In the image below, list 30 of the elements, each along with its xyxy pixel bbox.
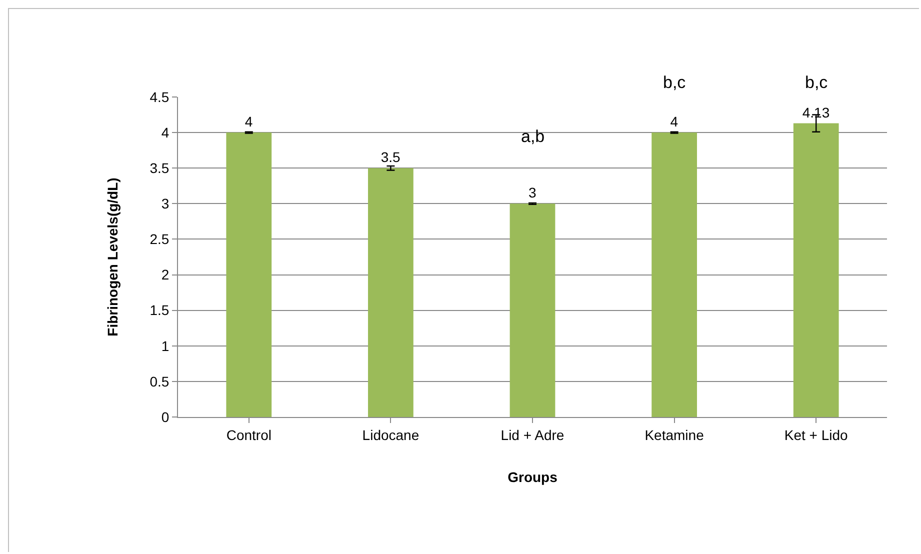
data-label: 4 [244,114,253,130]
text: b,c [663,73,686,92]
bar [226,132,272,417]
y-tick-label: 4.5 [150,88,170,105]
bar [793,123,839,417]
text: b,c [805,73,828,92]
data-label: 4 [670,114,678,130]
bar [368,168,414,417]
y-tick-label: 3 [161,196,170,212]
x-tick-label: Lid + Adre [500,426,564,443]
y-tick-label: 1 [161,338,170,354]
annotation: a,b [521,127,545,146]
data-label: 3.5 [380,149,401,166]
x-tick-label: Lidocane [362,426,420,443]
y-tick-label: 0.5 [150,373,170,390]
bar [652,132,697,417]
y-axis-title: Fibrinogen Levels(g/dL) [104,178,120,336]
y-tick-label: 2 [161,266,170,283]
data-label: 4.13 [802,104,830,120]
y-tick-label: 0 [161,408,170,425]
y-tick-label: 4 [161,124,170,140]
x-axis-title: Groups [508,469,558,486]
x-tick-label: Ket + Lido [784,426,848,443]
y-tick-label: 2.5 [150,231,170,248]
x-tick-label: Ketamine [644,426,704,443]
data-label: 3 [528,184,536,201]
y-tick-label: 3.5 [150,160,170,176]
y-tick-label: 1.5 [150,302,170,318]
x-tick-label: Control [226,426,272,443]
bar [510,204,556,417]
